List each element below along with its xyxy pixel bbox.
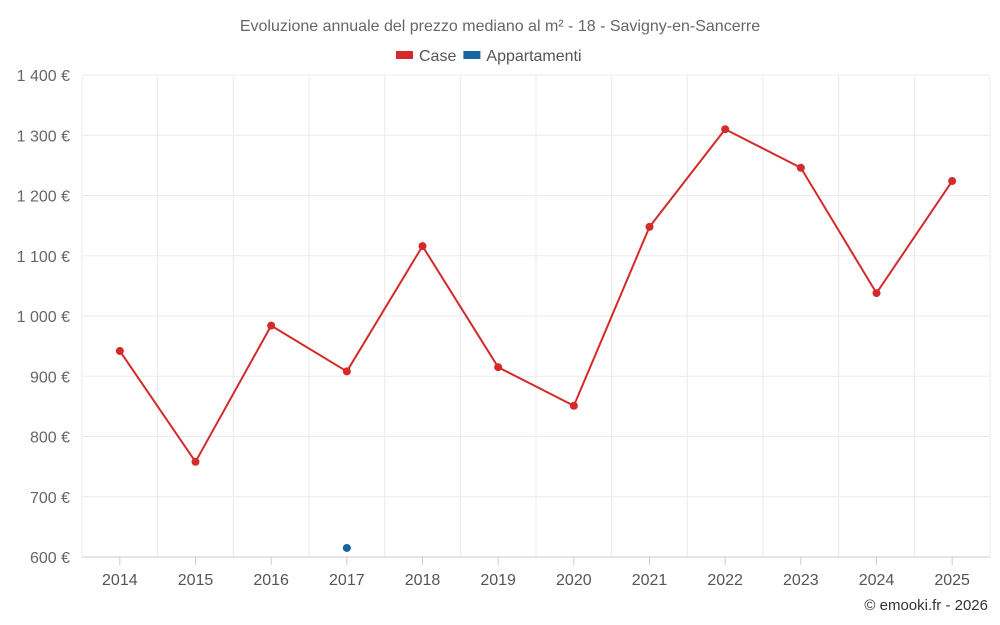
legend-swatch-case <box>396 51 413 59</box>
y-tick-label: 600 € <box>30 550 70 567</box>
data-point-case-2016 <box>267 321 276 330</box>
credit-text: © emooki.fr - 2026 <box>864 597 988 614</box>
data-point-case-2019 <box>494 363 503 372</box>
y-axis: 600 € 700 € 800 € 900 € 1 000 € 1 100 € 1 200 … <box>17 68 70 567</box>
y-tick-label: 1 000 € <box>17 309 70 326</box>
y-tick-label: 1 200 € <box>17 189 70 206</box>
x-axis: 2014 2015 2016 2017 2018 2019 2020 2021 2022 2023… <box>82 556 990 589</box>
x-tick-label: 2023 <box>783 572 819 589</box>
data-point-case-2025 <box>948 177 957 186</box>
data-point-case-2023 <box>796 163 805 172</box>
grid <box>81 74 991 558</box>
chart-title: Evoluzione annuale del prezzo mediano al… <box>240 18 760 35</box>
x-tick-label: 2022 <box>707 572 743 589</box>
data-point-case-2015 <box>191 457 200 466</box>
y-tick-label: 800 € <box>30 430 70 447</box>
data-point-case-2021 <box>645 222 654 231</box>
x-tick-label: 2025 <box>934 572 970 589</box>
x-tick-label: 2015 <box>178 572 214 589</box>
legend-label-case: Case <box>419 48 456 65</box>
y-tick-label: 1 100 € <box>17 249 70 266</box>
y-tick-label: 1 300 € <box>17 128 70 145</box>
x-tick-label: 2021 <box>632 572 668 589</box>
x-tick-label: 2016 <box>253 572 289 589</box>
legend-label-appartamenti: Appartamenti <box>486 48 581 65</box>
x-tick-label: 2014 <box>102 572 138 589</box>
y-tick-label: 900 € <box>30 369 70 386</box>
data-point-case-2024 <box>872 289 881 298</box>
data-point-case-2014 <box>115 346 124 355</box>
x-tick-label: 2020 <box>556 572 592 589</box>
legend: Case Appartamenti <box>396 48 582 65</box>
series-line-case <box>119 128 953 463</box>
legend-swatch-appartamenti <box>463 51 481 59</box>
x-tick-label: 2017 <box>329 572 365 589</box>
y-tick-label: 1 400 € <box>17 68 70 85</box>
y-tick-label: 700 € <box>30 490 70 507</box>
data-point-case-2020 <box>569 401 578 410</box>
data-point-case-2022 <box>721 125 730 134</box>
x-tick-label: 2024 <box>859 572 895 589</box>
series-layer <box>115 125 957 552</box>
data-point-case-2017 <box>342 367 351 376</box>
data-point-appartamenti-2017 <box>342 543 351 552</box>
data-point-case-2018 <box>418 242 427 251</box>
x-tick-label: 2019 <box>480 572 516 589</box>
x-tick-label: 2018 <box>405 572 441 589</box>
